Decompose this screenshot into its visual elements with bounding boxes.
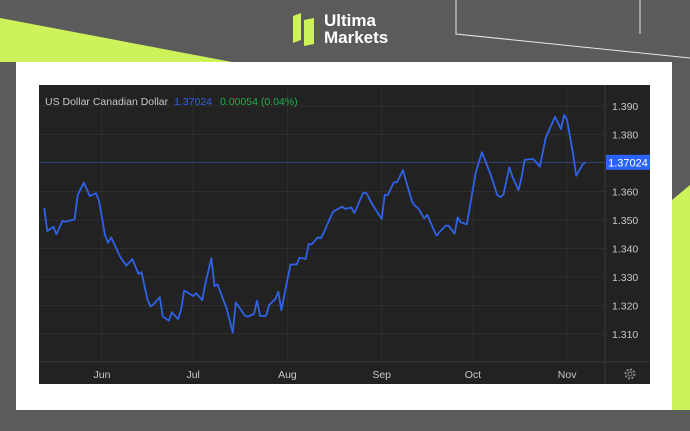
legend-last-value: 1.37024 <box>174 96 212 108</box>
settings-gear-icon[interactable] <box>624 368 636 380</box>
x-tick-label: Aug <box>278 369 297 381</box>
ultima-markets-logo: Ultima Markets <box>292 12 388 46</box>
x-tick-label: Nov <box>558 369 577 381</box>
last-price-badge <box>606 154 650 170</box>
legend-title: US Dollar Canadian Dollar <box>45 96 169 108</box>
y-tick-label: 1.380 <box>612 130 638 142</box>
last-price-badge-text: 1.37024 <box>608 157 648 169</box>
y-tick-label: 1.360 <box>612 187 638 199</box>
y-tick-label: 1.390 <box>612 101 638 113</box>
logo-mark-icon <box>293 13 314 46</box>
legend-change: 0.00054 (0.04%) <box>220 96 298 108</box>
x-tick-label: Sep <box>372 369 391 381</box>
chart-legend: US Dollar Canadian Dollar 1.37024 0.0005… <box>45 96 298 108</box>
price-series-line <box>43 114 586 334</box>
y-tick-label: 1.340 <box>612 244 638 256</box>
usdcad-chart: 1.390 1.380 1.360 1.350 1.340 1.330 1.320 1.310… <box>39 85 650 384</box>
x-tick-label: Jun <box>94 369 111 381</box>
x-tick-label: Jul <box>186 369 199 381</box>
y-tick-label: 1.320 <box>612 301 638 313</box>
y-tick-label: 1.330 <box>612 272 638 284</box>
logo-line-2: Markets <box>324 28 389 47</box>
y-tick-label: 1.310 <box>612 329 638 341</box>
logo-line-1: Ultima <box>324 11 376 30</box>
y-tick-label: 1.350 <box>612 215 638 227</box>
x-tick-label: Oct <box>465 369 481 381</box>
